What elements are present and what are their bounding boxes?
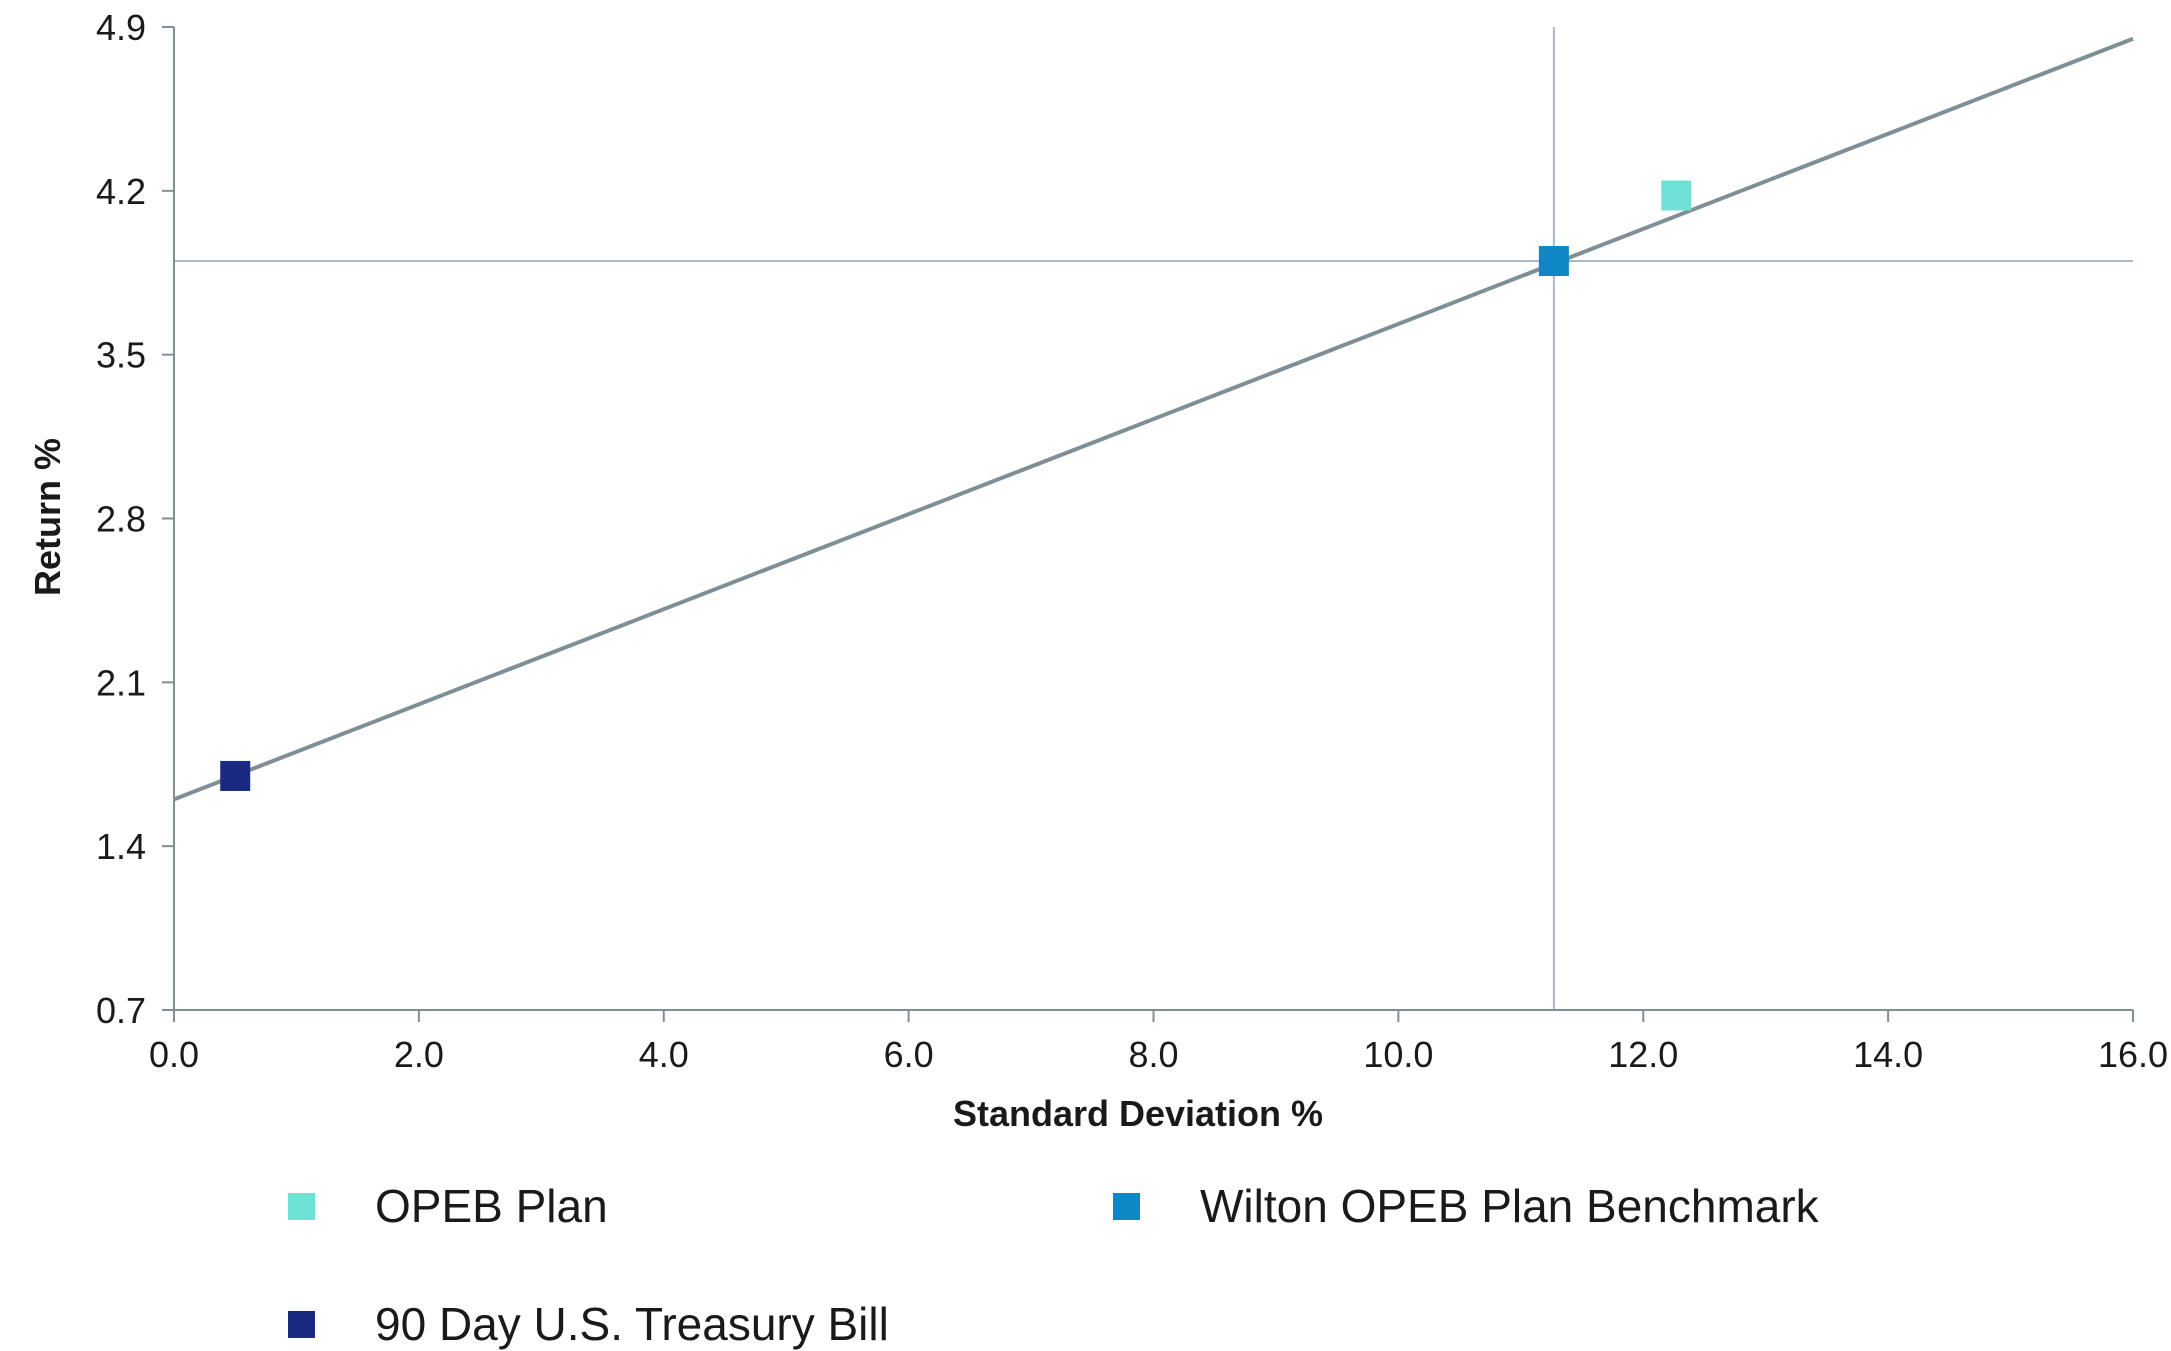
legend-label-wilton-benchmark: Wilton OPEB Plan Benchmark <box>1200 1180 1819 1232</box>
x-tick-label: 14.0 <box>1853 1034 1923 1075</box>
x-tick-label: 12.0 <box>1608 1034 1678 1075</box>
x-tick-label: 16.0 <box>2098 1034 2168 1075</box>
x-axis-title: Standard Deviation % <box>953 1093 1323 1134</box>
capital-market-line <box>173 36 2134 802</box>
y-tick-label: 0.7 <box>96 990 146 1031</box>
x-tick-label: 10.0 <box>1363 1034 1433 1075</box>
legend-swatch-opeb-plan <box>288 1192 315 1220</box>
y-tick-label: 2.8 <box>96 499 146 540</box>
x-tick-label: 6.0 <box>884 1034 934 1075</box>
legend-item-wilton-benchmark: Wilton OPEB Plan Benchmark <box>1113 1179 1819 1233</box>
point-opeb-plan <box>1661 180 1692 211</box>
x-tick-label: 2.0 <box>394 1034 444 1075</box>
tick-labels: 0.0 2.0 4.0 6.0 8.0 10.0 12.0 14.0 16.0 0.7 1.4 2.1… <box>96 7 2168 1075</box>
reference-lines <box>174 27 2133 1010</box>
y-tick-label: 2.1 <box>96 662 146 703</box>
legend-item-treasury-bill: 90 Day U.S. Treasury Bill <box>288 1297 889 1351</box>
legend-item-opeb-plan: OPEB Plan <box>288 1179 608 1233</box>
x-tick-label: 0.0 <box>149 1034 199 1075</box>
axes <box>162 26 2134 1022</box>
x-tick-label: 8.0 <box>1128 1034 1178 1075</box>
point-treasury-bill <box>220 760 251 791</box>
point-wilton-benchmark <box>1538 246 1569 277</box>
legend-label-opeb-plan: OPEB Plan <box>375 1180 608 1232</box>
legend-swatch-treasury-bill <box>288 1310 315 1338</box>
capital-market-line-layer <box>173 36 2134 802</box>
y-tick-label: 4.2 <box>96 171 146 212</box>
legend-label-treasury-bill: 90 Day U.S. Treasury Bill <box>375 1298 889 1350</box>
x-tick-label: 4.0 <box>639 1034 689 1075</box>
y-tick-label: 4.9 <box>96 7 146 48</box>
legend-swatch-wilton-benchmark <box>1113 1192 1140 1220</box>
y-axis-title: Return % <box>27 438 68 596</box>
data-points <box>220 180 1692 791</box>
y-tick-label: 1.4 <box>96 826 146 867</box>
y-tick-label: 3.5 <box>96 335 146 376</box>
